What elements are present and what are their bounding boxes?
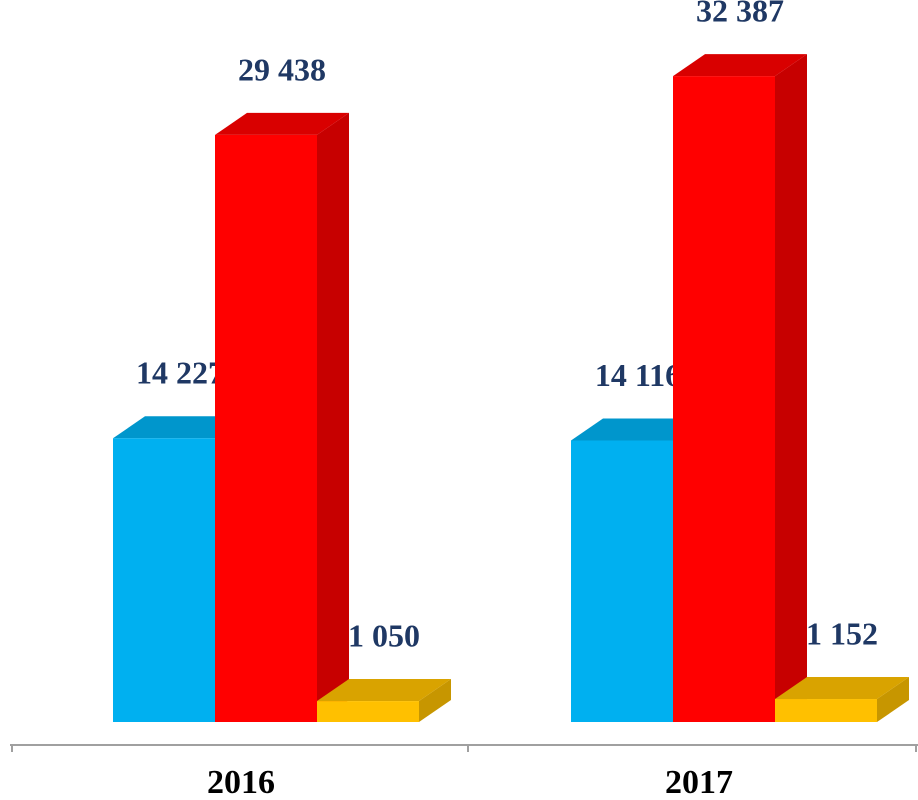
bar-side	[877, 677, 909, 722]
bar-side	[419, 679, 451, 722]
bar	[775, 699, 877, 722]
bar	[113, 438, 215, 722]
bar-top	[113, 416, 247, 439]
bar-top	[571, 418, 705, 441]
data-label: 29 438	[238, 51, 326, 87]
data-label: 1 152	[806, 615, 878, 651]
bar-top	[775, 677, 909, 700]
data-label: 1 050	[348, 617, 420, 653]
bar-top	[215, 112, 349, 135]
data-label: 14 116	[595, 357, 681, 393]
bar-side	[775, 54, 807, 722]
bar-top	[317, 679, 451, 702]
data-label: 32 387	[696, 0, 784, 28]
bar-top	[673, 54, 807, 77]
bar	[673, 76, 775, 722]
x-tick-label: 2017	[665, 764, 733, 800]
bar-side	[317, 112, 349, 722]
bar	[571, 440, 673, 722]
data-label: 14 227	[136, 355, 224, 391]
x-tick-label: 2016	[207, 764, 275, 800]
bar	[215, 134, 317, 722]
bar	[317, 701, 419, 722]
